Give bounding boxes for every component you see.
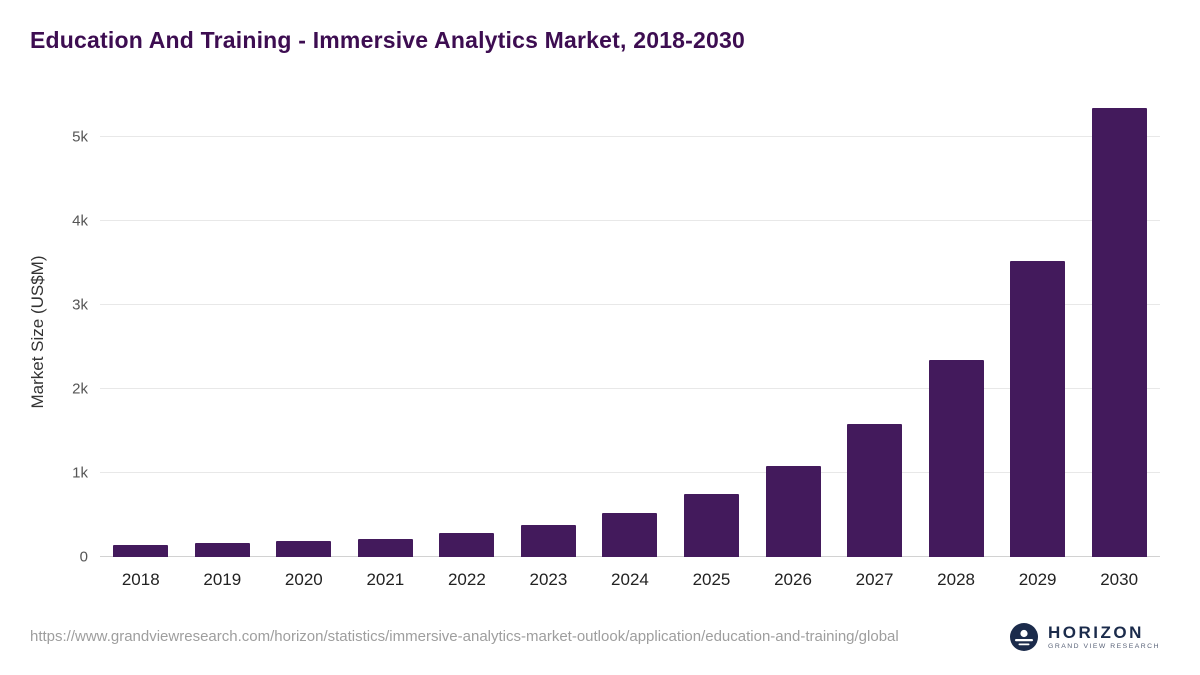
- bar-slot: [589, 107, 671, 557]
- bar-slot: [671, 107, 753, 557]
- bar-2018: [113, 545, 169, 557]
- x-tick-label: 2022: [447, 570, 486, 589]
- bar-slot: [1078, 107, 1160, 557]
- bar-slot: [100, 107, 182, 557]
- x-tick-label: 2027: [855, 570, 894, 589]
- gridline: [100, 304, 1160, 305]
- gridline: [100, 220, 1160, 221]
- x-tick-label: 2019: [203, 570, 242, 589]
- bar-2025: [683, 493, 739, 557]
- horizon-circle-icon: [1009, 622, 1039, 652]
- gridline: [100, 136, 1160, 137]
- x-tick-label: 2028: [937, 570, 975, 589]
- bar-2023: [520, 524, 576, 557]
- bar-slot: [915, 107, 997, 557]
- bar-2019: [194, 543, 250, 557]
- bar-slot: [182, 107, 264, 557]
- logo-title: HORIZON: [1048, 623, 1144, 642]
- y-tick-label: 2k: [72, 380, 88, 398]
- x-tick-label: 2026: [774, 570, 812, 589]
- bar-2024: [602, 512, 658, 557]
- page-title: Education And Training - Immersive Analy…: [30, 27, 746, 53]
- bar-slot: [345, 107, 427, 557]
- x-tick-label: 2023: [529, 570, 568, 589]
- bar-2026: [765, 466, 821, 557]
- y-tick-label: 3k: [72, 296, 88, 314]
- y-tick-label: 1k: [72, 464, 88, 482]
- bar-slot: [426, 107, 508, 557]
- y-tick-label: 4k: [72, 212, 88, 230]
- y-tick-label: 5k: [72, 128, 88, 146]
- logo-text: HORIZON GRAND VIEW RESEARCH: [1048, 623, 1160, 651]
- y-axis-title: Market Size (US$M): [28, 255, 47, 409]
- gridline: [100, 472, 1160, 473]
- bar-2030: [1091, 107, 1147, 557]
- logo-subtitle: GRAND VIEW RESEARCH: [1048, 643, 1160, 650]
- x-tick-label: 2024: [611, 570, 649, 589]
- bars: [100, 107, 1160, 557]
- bar-slot: [263, 107, 345, 557]
- bar-slot: [752, 107, 834, 557]
- gridline: [100, 388, 1160, 389]
- x-tick-label: 2025: [692, 570, 731, 589]
- x-tick-label: 2029: [1018, 570, 1057, 589]
- x-tick-label: 2030: [1100, 570, 1139, 589]
- bar-2028: [928, 360, 984, 557]
- bar-2022: [439, 532, 495, 557]
- x-tick-label: 2020: [284, 570, 323, 589]
- bar-2027: [847, 424, 903, 557]
- y-tick-label: 0: [79, 548, 88, 566]
- bar-slot: [834, 107, 916, 557]
- x-tick-label: 2021: [366, 570, 405, 589]
- bar-slot: [508, 107, 590, 557]
- bar-2020: [276, 541, 332, 557]
- x-axis-labels: 2018 2019 2020 2021 2022 2023 2024 2025 2026 2027…: [100, 570, 1160, 590]
- bar-2021: [357, 538, 413, 557]
- source-url-text: https://www.grandviewresearch.com/horizo…: [30, 628, 899, 645]
- bar-2029: [1010, 261, 1066, 557]
- chart-plot: Market Size (US$M) 0 1k 2k 3k 4k 5k: [28, 107, 1160, 565]
- horizon-logo: HORIZON GRAND VIEW RESEARCH: [1009, 622, 1160, 652]
- bar-slot: [997, 107, 1079, 557]
- x-tick-label: 2018: [121, 570, 160, 589]
